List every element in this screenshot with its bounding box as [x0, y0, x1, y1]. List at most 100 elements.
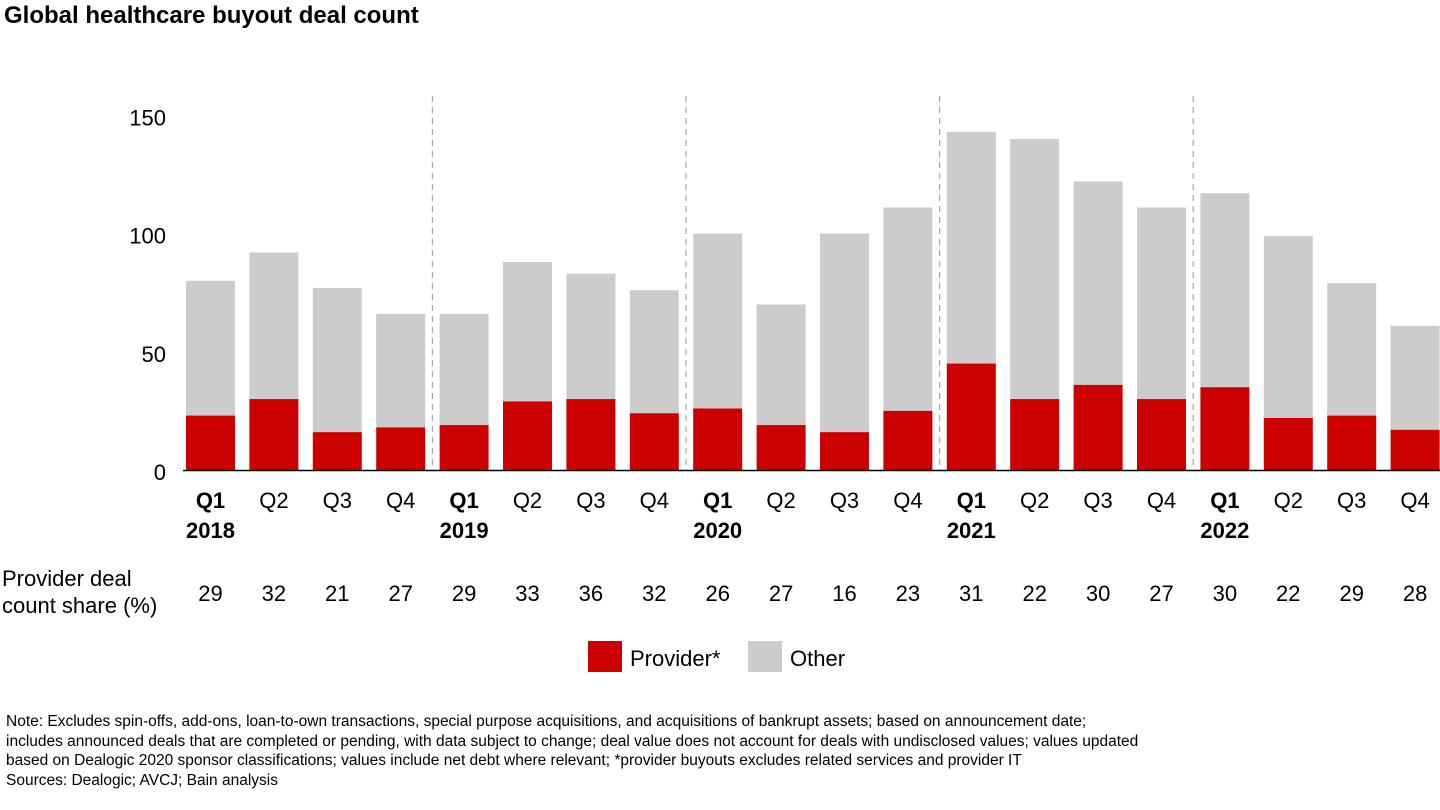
- bar-other: [1200, 193, 1250, 388]
- bar-provider: [1263, 417, 1313, 470]
- bar-other: [1263, 235, 1313, 418]
- bar-provider: [1390, 429, 1440, 470]
- share-value: 31: [959, 581, 983, 606]
- bar-provider: [820, 432, 869, 470]
- share-value: 30: [1086, 581, 1110, 606]
- x-year-label: 2021: [947, 518, 996, 543]
- bar-provider: [1010, 399, 1060, 470]
- sources-line: Sources: Dealogic; AVCJ; Bain analysis: [6, 771, 278, 789]
- legend-swatch-other: [748, 641, 782, 672]
- share-value: 22: [1276, 581, 1300, 606]
- share-value: 27: [769, 581, 793, 606]
- bar-other: [376, 313, 426, 428]
- x-tick-label: Q3: [576, 488, 605, 513]
- x-year-label: 2019: [440, 518, 489, 543]
- share-value: 29: [452, 581, 476, 606]
- bar-other: [1390, 325, 1440, 430]
- x-year-label: 2022: [1200, 518, 1249, 543]
- bar-other: [566, 273, 616, 400]
- bar-provider: [756, 425, 806, 470]
- x-tick-label: Q2: [1274, 488, 1303, 513]
- bar-other: [1010, 138, 1060, 400]
- bar-other: [503, 261, 552, 402]
- note-line-3: based on Dealogic 2020 sponsor classific…: [6, 752, 1022, 770]
- x-year-label: 2018: [186, 518, 235, 543]
- share-value: 22: [1022, 581, 1046, 606]
- note-line-1: Note: Excludes spin-offs, add-ons, loan-…: [6, 713, 1087, 730]
- x-tick-label: Q3: [1337, 488, 1366, 513]
- bar-other: [1327, 283, 1377, 416]
- bar-other: [1137, 207, 1186, 400]
- x-tick-label: Q2: [766, 488, 795, 513]
- legend-label-other: Other: [790, 646, 845, 671]
- x-tick-label: Q3: [323, 488, 352, 513]
- x-tick-label: Q1: [449, 488, 478, 513]
- bar-provider: [1073, 384, 1123, 470]
- bar-other: [249, 252, 299, 400]
- share-value: 27: [388, 581, 412, 606]
- bar-provider: [946, 363, 996, 470]
- bar-provider: [186, 415, 235, 470]
- bar-other: [820, 233, 869, 433]
- legend-label-provider: Provider*: [630, 646, 721, 671]
- bar-provider: [883, 410, 933, 470]
- bar-other: [186, 280, 235, 416]
- bar-other: [883, 207, 933, 411]
- share-value: 27: [1149, 581, 1173, 606]
- bar-provider: [566, 399, 616, 470]
- x-tick-label: Q2: [513, 488, 542, 513]
- x-tick-label: Q1: [196, 488, 225, 513]
- bar-other: [946, 131, 996, 364]
- bar-provider: [439, 425, 489, 470]
- bar-provider: [1137, 399, 1186, 470]
- bar-other: [1073, 181, 1123, 385]
- share-row-label: count share (%): [2, 593, 157, 618]
- bar-provider: [503, 401, 552, 470]
- bar-provider: [376, 427, 426, 470]
- bar-provider: [629, 413, 679, 470]
- y-tick-label: 100: [129, 224, 166, 249]
- share-value: 26: [705, 581, 729, 606]
- bar-other: [629, 290, 679, 414]
- x-tick-label: Q1: [1210, 488, 1239, 513]
- share-value: 32: [262, 581, 286, 606]
- share-value: 28: [1403, 581, 1427, 606]
- bar-other: [693, 233, 743, 409]
- share-row-label: Provider deal: [2, 566, 132, 591]
- share-value: 36: [579, 581, 603, 606]
- x-tick-label: Q3: [1083, 488, 1112, 513]
- bar-other: [312, 287, 362, 433]
- bar-provider: [1327, 415, 1377, 470]
- share-value: 32: [642, 581, 666, 606]
- x-tick-label: Q1: [957, 488, 986, 513]
- x-tick-label: Q4: [640, 488, 669, 513]
- legend-swatch-provider: [588, 641, 622, 672]
- note-line-2: includes announced deals that are comple…: [6, 732, 1139, 750]
- x-tick-label: Q4: [1400, 488, 1429, 513]
- share-value: 16: [832, 581, 856, 606]
- share-value: 30: [1213, 581, 1237, 606]
- x-tick-label: Q4: [893, 488, 922, 513]
- share-value: 33: [515, 581, 539, 606]
- y-tick-label: 0: [154, 460, 166, 485]
- x-tick-label: Q2: [1020, 488, 1049, 513]
- x-tick-label: Q4: [1147, 488, 1176, 513]
- bar-provider: [249, 399, 299, 470]
- chart-title: Global healthcare buyout deal count: [4, 2, 419, 29]
- footnotes: Note: Excludes spin-offs, add-ons, loan-…: [6, 712, 1438, 790]
- x-tick-label: Q4: [386, 488, 415, 513]
- bar-provider: [1200, 387, 1250, 470]
- bar-other: [439, 313, 489, 426]
- share-value: 29: [1339, 581, 1363, 606]
- y-tick-label: 50: [142, 342, 166, 367]
- x-tick-label: Q3: [830, 488, 859, 513]
- x-tick-label: Q2: [259, 488, 288, 513]
- share-value: 23: [896, 581, 920, 606]
- share-value: 29: [198, 581, 222, 606]
- bar-provider: [693, 408, 743, 470]
- x-year-label: 2020: [693, 518, 742, 543]
- share-value: 21: [325, 581, 349, 606]
- x-tick-label: Q1: [703, 488, 732, 513]
- bar-provider: [312, 432, 362, 470]
- bar-other: [756, 304, 806, 426]
